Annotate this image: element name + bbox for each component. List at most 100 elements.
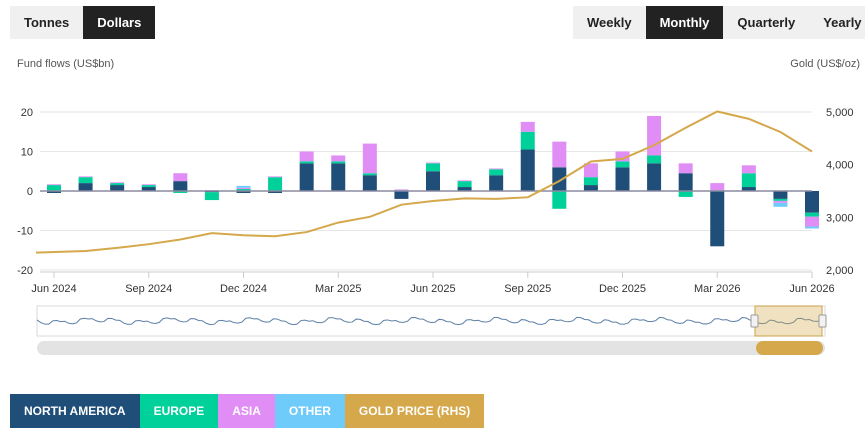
bar-europe (47, 185, 61, 191)
bar-north-america (299, 163, 314, 191)
unit-dollars-button[interactable]: Dollars (83, 6, 156, 39)
bar-asia (268, 176, 283, 178)
bar-north-america (489, 175, 504, 191)
legend-item-gold-price-rhs[interactable]: GOLD PRICE (RHS) (344, 394, 485, 428)
bar-europe (362, 173, 377, 176)
y2-axis-title: Gold (US$/oz) (790, 58, 860, 70)
bar-north-america (173, 181, 188, 191)
scrollbar-thumb (756, 341, 823, 355)
bar-europe (773, 198, 788, 201)
x-tick-label: Sep 2025 (504, 283, 551, 295)
period-quarterly-button[interactable]: Quarterly (723, 6, 810, 39)
bar-other (805, 226, 819, 229)
bar-europe (141, 185, 156, 188)
bar-north-america (520, 149, 535, 191)
bar-asia (678, 163, 693, 174)
bar-north-america (394, 191, 409, 199)
bar-north-america (110, 185, 125, 191)
bar-north-america (773, 191, 788, 199)
y2-axis: 5,000 4,000 3,000 2,000 (826, 107, 854, 277)
y2-tick-label: 4,000 (826, 160, 854, 172)
y2-tick-label: 5,000 (826, 107, 854, 119)
y-tick-label: 10 (21, 147, 33, 159)
bars (40, 115, 819, 247)
bar-asia (331, 155, 346, 162)
x-tick-label: Sep 2024 (125, 283, 172, 295)
legend-item-north-america[interactable]: NORTH AMERICA (10, 394, 140, 428)
y2-tick-label: 3,000 (826, 212, 854, 224)
bar-north-america (331, 163, 346, 191)
bar-other (236, 185, 251, 188)
bar-asia (47, 184, 61, 186)
period-monthly-button[interactable]: Monthly (645, 6, 724, 39)
bar-asia (78, 176, 93, 178)
bar-asia (552, 141, 567, 168)
x-tick-label: Jun 2025 (410, 283, 455, 295)
bar-north-america (647, 163, 662, 191)
navigator[interactable] (36, 305, 827, 337)
bar-north-america (805, 191, 819, 213)
gold-price-series (35, 110, 813, 254)
bar-europe (331, 161, 346, 164)
bar-asia (110, 182, 125, 184)
unit-toggle: Tonnes Dollars (10, 6, 156, 39)
bar-europe (615, 161, 630, 168)
bar-north-america (457, 187, 472, 191)
bar-north-america (268, 191, 283, 193)
bar-asia (299, 151, 314, 162)
bar-europe (678, 191, 693, 197)
legend-item-europe[interactable]: EUROPE (139, 394, 219, 428)
bar-asia (773, 200, 788, 203)
navigator-left-handle (750, 314, 759, 328)
scrollbar-track (37, 341, 825, 355)
bar-asia (520, 121, 535, 132)
bar-europe (110, 183, 125, 186)
bar-asia (426, 162, 440, 164)
bar-north-america (47, 191, 61, 193)
x-axis: Jun 2024 Sep 2024 Dec 2024 Mar 2025 Jun 2025… (31, 271, 835, 295)
bar-europe (204, 192, 219, 201)
y-tick-label: 0 (27, 186, 33, 198)
legend-item-other[interactable]: OTHER (274, 394, 345, 428)
bar-europe (173, 191, 188, 193)
bar-north-america (552, 167, 567, 191)
bar-europe (489, 169, 504, 176)
bar-asia (805, 216, 819, 227)
unit-tonnes-button[interactable]: Tonnes (10, 6, 84, 39)
bar-other (773, 202, 788, 207)
bar-asia (583, 163, 598, 178)
scrollbar[interactable] (37, 341, 825, 355)
x-tick-label: Dec 2024 (220, 283, 267, 295)
navigator-sparkline (36, 316, 826, 326)
bar-north-america (236, 191, 251, 193)
bar-asia (647, 115, 662, 156)
bar-europe (426, 163, 440, 172)
x-tick-label: Mar 2025 (315, 283, 361, 295)
x-tick-label: Jun 2026 (789, 283, 834, 295)
bar-asia (362, 143, 377, 174)
bar-asia (141, 184, 156, 186)
y2-tick-label: 2,000 (826, 265, 854, 277)
period-yearly-button[interactable]: Yearly (809, 6, 865, 39)
x-tick-label: Dec 2025 (599, 283, 646, 295)
bar-asia (489, 168, 504, 170)
legend: NORTH AMERICA EUROPE ASIA OTHER GOLD PRICE (… (10, 394, 485, 428)
bar-europe (299, 161, 314, 164)
bar-asia (710, 183, 725, 191)
bar-north-america (141, 187, 156, 191)
gold-price-line (35, 110, 813, 254)
y-axis: 20 10 0 -10 -20 (17, 107, 33, 277)
navigator-right-handle (818, 314, 827, 328)
bar-europe (647, 155, 662, 164)
bar-asia (236, 187, 251, 190)
y-tick-label: -10 (17, 226, 33, 238)
bar-europe (583, 177, 598, 186)
navigator-selection (754, 305, 823, 337)
period-weekly-button[interactable]: Weekly (573, 6, 646, 39)
bar-asia (457, 180, 472, 182)
bar-europe (236, 189, 251, 191)
x-tick-label: Jun 2024 (31, 283, 76, 295)
legend-item-asia[interactable]: ASIA (218, 394, 275, 428)
bar-asia (741, 165, 756, 174)
fund-flows-chart: Fund flows (US$bn) Gold (US$/oz) 20 10 0 -1… (17, 58, 860, 355)
